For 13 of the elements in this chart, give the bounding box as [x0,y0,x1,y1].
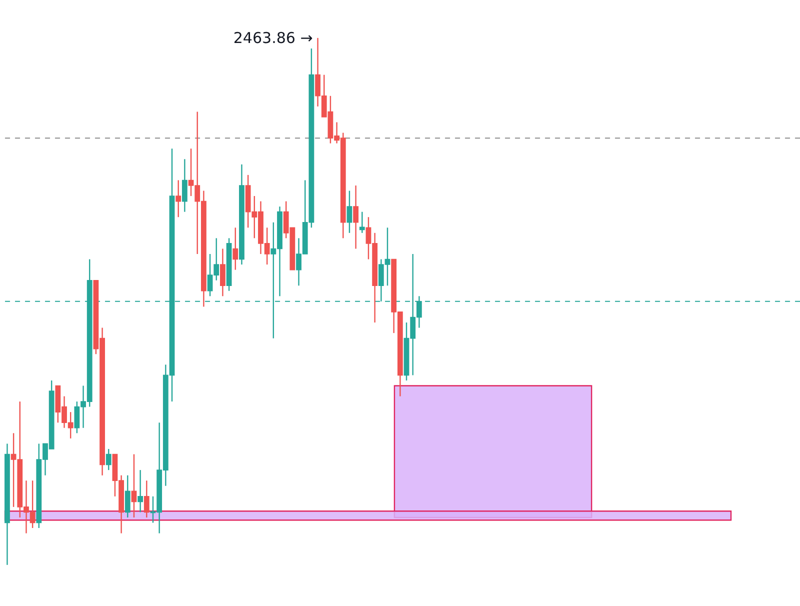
candlestick [182,158,188,212]
candlestick [232,227,238,270]
candlestick [346,190,352,234]
candlestick [138,469,144,513]
candlestick [353,184,358,250]
candlestick [176,180,182,218]
candlestick [124,474,130,518]
candlestick [220,248,226,297]
candlestick [106,448,112,471]
annotation: 2463.86 → [233,28,313,47]
candlestick [359,211,365,234]
candlestick [144,480,150,518]
candlestick [131,454,137,518]
